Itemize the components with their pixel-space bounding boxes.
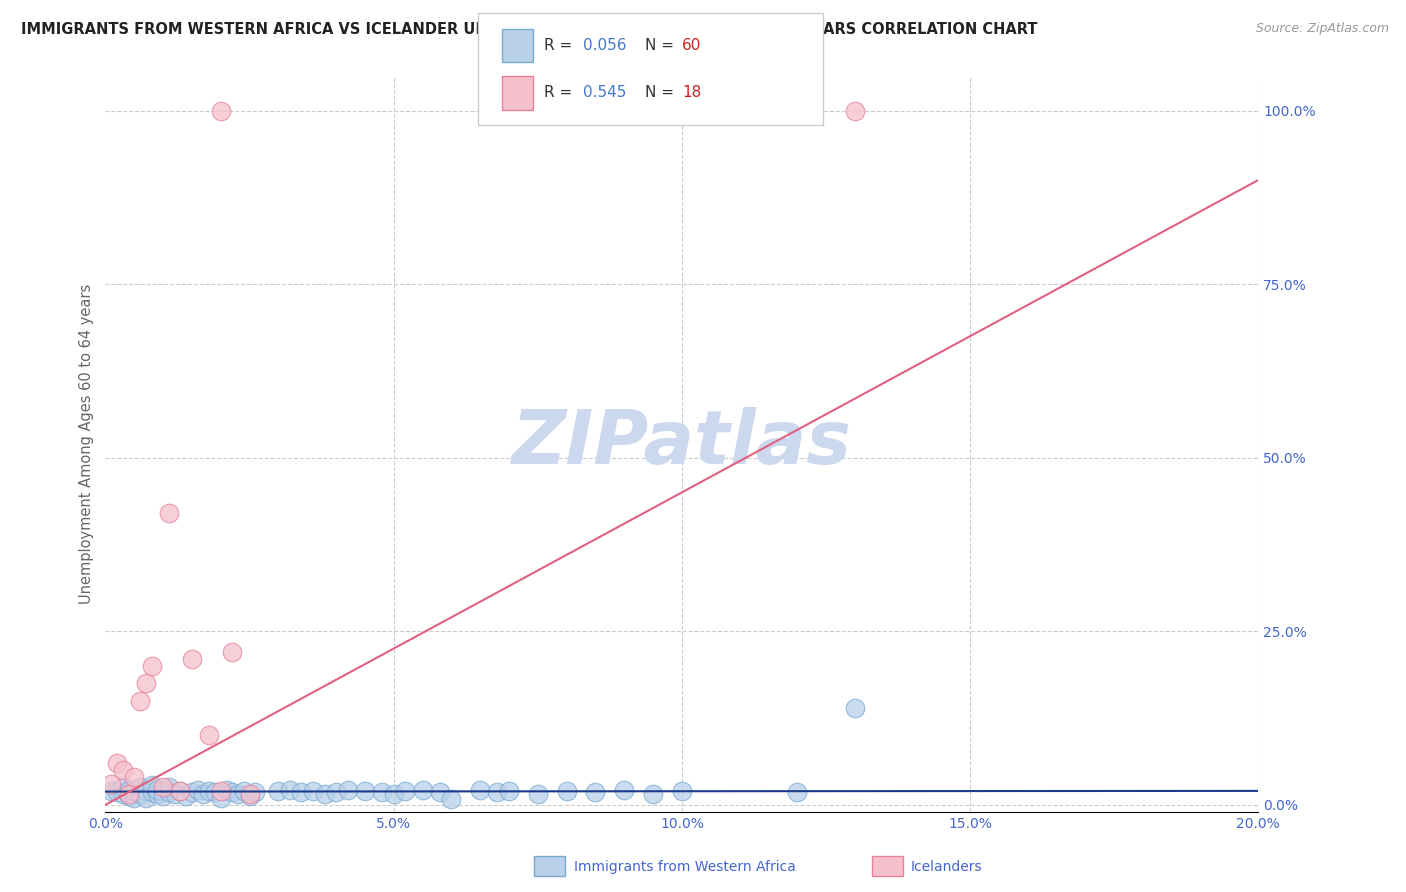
Point [290, 785, 312, 799]
Point [382, 788, 405, 802]
Point [302, 784, 325, 798]
Point [141, 659, 163, 673]
Text: 0.545: 0.545 [583, 86, 627, 100]
Point [498, 784, 520, 798]
Point [124, 784, 146, 798]
Point [844, 103, 866, 118]
Point [100, 777, 122, 791]
Point [555, 784, 578, 798]
Point [169, 784, 191, 798]
Point [146, 782, 169, 797]
Point [141, 778, 163, 792]
Text: ZIPatlas: ZIPatlas [512, 408, 852, 480]
Point [152, 784, 174, 798]
Point [152, 789, 174, 804]
Point [209, 784, 232, 798]
Point [215, 782, 238, 797]
Point [169, 784, 191, 798]
Text: R =: R = [544, 38, 578, 53]
Point [486, 785, 509, 799]
Point [585, 785, 607, 799]
Point [111, 788, 134, 802]
Text: N =: N = [645, 38, 679, 53]
Point [844, 700, 866, 714]
Point [157, 506, 180, 520]
Point [221, 785, 243, 799]
Point [124, 770, 146, 784]
Point [152, 780, 174, 795]
Point [239, 788, 262, 802]
Text: R =: R = [544, 86, 578, 100]
Text: N =: N = [645, 86, 679, 100]
Point [117, 788, 139, 802]
Point [394, 784, 416, 798]
Point [129, 693, 152, 707]
Point [470, 782, 492, 797]
Point [111, 763, 134, 777]
Point [146, 788, 169, 802]
Point [198, 728, 221, 742]
Point [180, 652, 204, 666]
Text: Source: ZipAtlas.com: Source: ZipAtlas.com [1256, 22, 1389, 36]
Point [124, 790, 146, 805]
Point [117, 782, 139, 797]
Point [157, 785, 180, 799]
Point [141, 785, 163, 799]
Point [209, 790, 232, 805]
Point [336, 782, 359, 797]
Point [180, 785, 204, 799]
Point [226, 788, 249, 802]
Point [245, 785, 267, 799]
Point [111, 780, 134, 795]
Point [187, 782, 209, 797]
Point [135, 784, 157, 798]
Point [671, 784, 693, 798]
Text: Immigrants from Western Africa: Immigrants from Western Africa [574, 860, 796, 874]
Point [157, 780, 180, 795]
Point [204, 785, 226, 799]
Text: IMMIGRANTS FROM WESTERN AFRICA VS ICELANDER UNEMPLOYMENT AMONG AGES 60 TO 64 YEA: IMMIGRANTS FROM WESTERN AFRICA VS ICELAN… [21, 22, 1038, 37]
Point [527, 788, 550, 802]
Point [371, 785, 394, 799]
Point [411, 782, 433, 797]
Point [278, 782, 301, 797]
Point [786, 785, 808, 799]
Point [135, 676, 157, 690]
Point [440, 792, 463, 806]
Text: 60: 60 [682, 38, 702, 53]
Point [135, 790, 157, 805]
Y-axis label: Unemployment Among Ages 60 to 64 years: Unemployment Among Ages 60 to 64 years [79, 284, 94, 604]
Point [314, 788, 336, 802]
Point [354, 784, 377, 798]
Point [193, 788, 215, 802]
Point [105, 785, 128, 799]
Point [198, 784, 221, 798]
Point [267, 784, 290, 798]
Point [105, 756, 128, 771]
Point [209, 103, 232, 118]
Point [429, 785, 451, 799]
Point [232, 784, 254, 798]
Point [221, 645, 243, 659]
Point [643, 788, 665, 802]
Point [100, 784, 122, 798]
Point [325, 785, 347, 799]
Point [129, 780, 152, 795]
Point [613, 782, 636, 797]
Text: 0.056: 0.056 [583, 38, 627, 53]
Point [117, 789, 139, 804]
Point [163, 788, 186, 802]
Text: 18: 18 [682, 86, 702, 100]
Point [129, 788, 152, 802]
Text: Icelanders: Icelanders [911, 860, 983, 874]
Point [174, 789, 197, 804]
Point [239, 789, 262, 804]
